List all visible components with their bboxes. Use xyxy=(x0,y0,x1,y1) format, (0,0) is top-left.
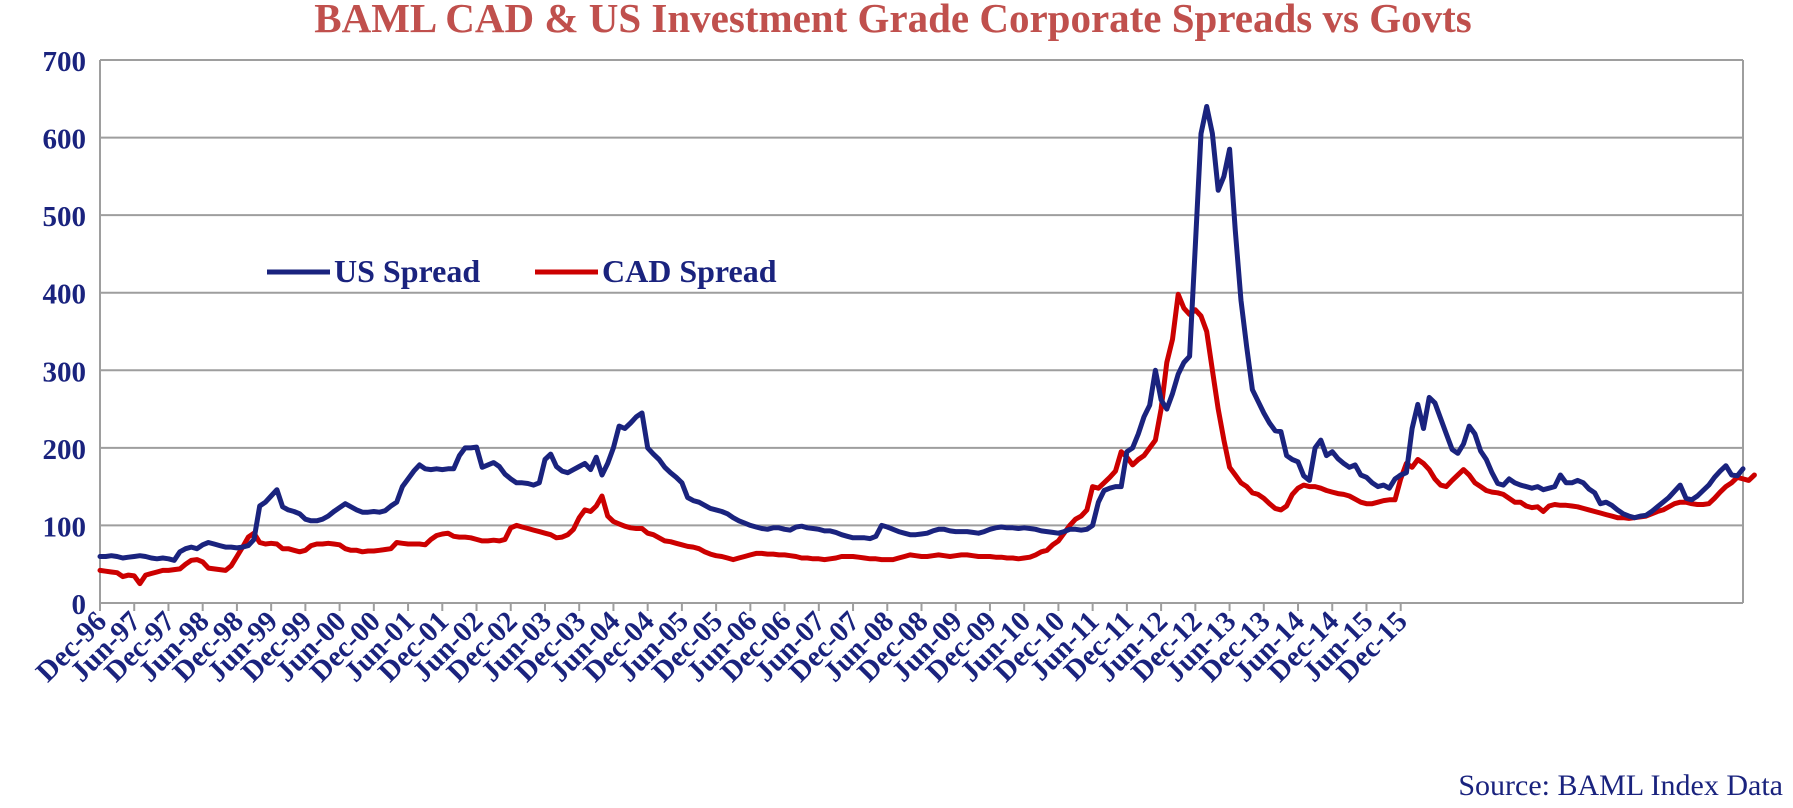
y-tick-label: 300 xyxy=(43,356,87,388)
y-tick-label: 700 xyxy=(43,46,87,78)
chart-title: BAML CAD & US Investment Grade Corporate… xyxy=(314,0,1471,41)
legend-label-cad-spread: CAD Spread xyxy=(602,253,777,289)
source-note: Source: BAML Index Data xyxy=(1458,769,1783,802)
y-tick-label: 0 xyxy=(72,589,87,621)
y-tick-label: 400 xyxy=(43,279,87,311)
series-line-us-spread xyxy=(97,104,1746,563)
y-tick-label: 100 xyxy=(43,511,87,543)
y-tick-label: 200 xyxy=(43,434,87,466)
axes xyxy=(99,60,1744,611)
y-tick-label: 600 xyxy=(43,124,87,156)
legend: US Spread CAD Spread xyxy=(267,253,777,289)
gridlines xyxy=(100,59,1743,604)
series-lines xyxy=(97,104,1757,587)
y-axis-tick-labels: 0 100 200 300 400 500 600 700 xyxy=(43,46,87,621)
y-tick-label: 500 xyxy=(43,201,87,233)
series-line-cad-spread xyxy=(97,291,1757,587)
legend-label-us-spread: US Spread xyxy=(334,253,480,289)
